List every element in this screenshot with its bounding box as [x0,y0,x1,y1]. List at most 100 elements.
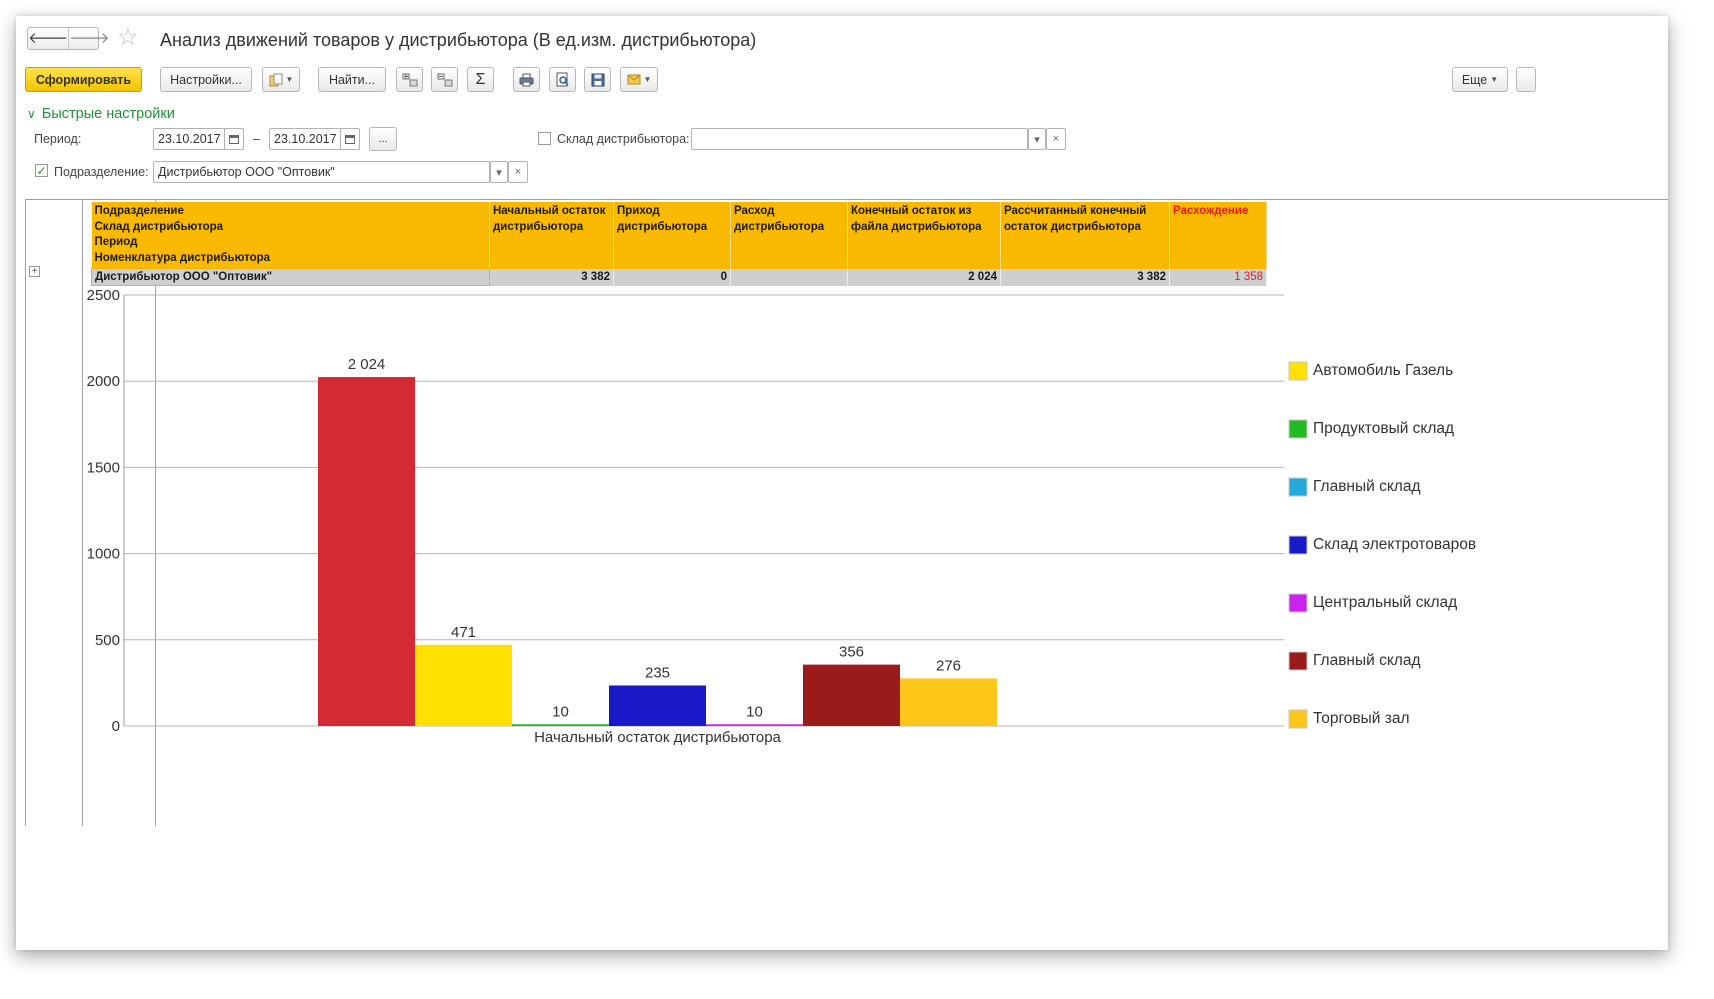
collapse-groups-icon [437,73,452,86]
table-cell: Дистрибьютор ООО "Оптовик" [91,268,490,286]
x-category-label: Начальный остаток дистрибьютора [534,729,781,746]
warehouse-dropdown-button[interactable]: ▾ [1028,128,1046,150]
data-label: 471 [451,624,476,641]
save-button[interactable] [584,67,611,92]
legend-swatch [1288,361,1308,381]
printer-icon [519,73,534,86]
data-label: 356 [839,644,864,661]
calendar-icon [345,135,355,144]
chevron-down-icon: ▼ [643,75,652,84]
settings-button[interactable]: Настройки... [160,67,252,92]
expand-groups-button[interactable] [396,67,423,92]
calendar-icon [229,135,239,144]
print-preview-icon [556,72,569,87]
table-row[interactable]: Дистрибьютор ООО "Оптовик" 3 382 0 2 024… [91,268,1267,286]
column-header: Приход дистрибьютора [613,202,731,269]
y-tick-label: 1500 [87,459,120,476]
period-dash: – [253,132,260,146]
back-arrow-icon[interactable]: 🡐 [28,30,69,47]
period-end-value: 23.10.2017 [274,132,337,146]
checkmark-icon: ✓ [36,163,47,178]
legend-swatch [1288,477,1308,497]
legend-label: Главный склад [1313,478,1421,495]
y-tick-label: 2000 [87,373,120,390]
bar [706,724,803,726]
table-cell: 0 [613,268,731,286]
warehouse-field[interactable] [691,128,1028,150]
warehouse-clear-button[interactable]: × [1046,128,1066,150]
report-left-border [25,200,26,826]
division-clear-button[interactable]: × [508,161,528,183]
clear-icon: × [514,166,522,178]
legend-swatch [1288,535,1308,555]
legend-label: Автомобиль Газель [1313,362,1453,379]
more-label: Еще [1461,72,1488,87]
favorite-star-icon[interactable]: ☆ [117,24,139,51]
data-label: 2 024 [348,356,386,373]
floppy-disk-icon [591,73,604,86]
dropdown-arrow-icon: ▾ [1034,133,1040,146]
print-preview-button[interactable] [549,67,576,92]
sum-button[interactable]: Σ [467,67,494,92]
bar-chart: 0 500 1000 1500 2000 2500 2 024 471 10 235 10 356 27… [87,287,1476,746]
column-header: Подразделение Склад дистрибьютора Период… [91,202,490,269]
calendar-end-button[interactable] [340,128,360,150]
table-cell: 3 382 [489,268,614,286]
division-field[interactable]: Дистрибьютор ООО "Оптовик" [153,161,490,183]
data-label: 10 [746,703,763,720]
send-email-button[interactable]: ▼ [620,67,658,92]
column-header: Рассчитанный конечный остаток дистрибьют… [1000,202,1170,269]
division-dropdown-button[interactable]: ▾ [490,161,508,183]
collapse-groups-button[interactable] [431,67,458,92]
warehouse-label: Склад дистрибьютора: [557,132,690,146]
column-header: Конечный остаток из файла дистрибьютора [847,202,1001,269]
period-start-value: 23.10.2017 [158,132,221,146]
bar [318,377,415,726]
find-button[interactable]: Найти... [318,67,386,92]
period-label: Период: [34,132,82,146]
division-value: Дистрибьютор ООО "Оптовик" [158,165,335,179]
quick-settings-toggle[interactable]: ∨ Быстрые настройки [27,106,175,122]
report-column-divider [155,200,156,826]
bar [609,685,706,726]
print-button[interactable] [513,67,540,92]
data-label: 10 [552,703,569,720]
column-header: Начальный остаток дистрибьютора [489,202,614,269]
bar [900,678,997,726]
page-title: Анализ движений товаров у дистрибьютора … [160,30,757,50]
period-select-button[interactable]: ... [369,127,397,151]
chevron-down-icon: ∨ [27,107,36,121]
more-button[interactable]: Еще ▼ [1452,67,1508,92]
report-table: Подразделение Склад дистрибьютора Период… [91,202,1267,286]
report-variant-icon [269,73,283,86]
bar [512,724,609,726]
legend-swatch [1288,593,1308,613]
clear-icon: × [1052,133,1060,145]
chevron-down-icon: ▼ [285,75,294,84]
forward-arrow-icon[interactable]: 🡒 [68,28,110,49]
legend-swatch [1288,651,1308,671]
y-tick-label: 0 [112,718,120,735]
expand-row-icon[interactable]: + [29,266,40,277]
y-tick-label: 500 [95,632,120,649]
table-cell: 2 024 [847,268,1001,286]
report-window: 🡐 🡒 ☆ Анализ движений товаров у дистрибь… [16,16,1668,950]
table-cell: 3 382 [1000,268,1170,286]
calendar-start-button[interactable] [224,128,244,150]
division-checkbox[interactable]: ✓ [35,164,48,177]
period-end-field[interactable]: 23.10.2017 [269,128,360,150]
report-area: + Подразделение Склад дистрибьютора Пери… [25,199,1668,950]
legend-label: Продуктовый склад [1313,420,1454,437]
y-tick-label: 2500 [87,287,120,304]
navigation-buttons: 🡐 🡒 [27,27,109,50]
period-start-field[interactable]: 23.10.2017 [153,128,244,150]
help-button[interactable] [1516,67,1536,92]
generate-button[interactable]: Сформировать [25,67,142,92]
legend-label: Главный склад [1313,652,1421,669]
envelope-icon [627,74,641,85]
legend-swatch [1288,419,1308,439]
bar [803,664,900,726]
variants-button[interactable]: ▼ [262,67,300,92]
table-cell: 1 358 [1169,268,1267,286]
warehouse-checkbox[interactable] [538,132,551,145]
